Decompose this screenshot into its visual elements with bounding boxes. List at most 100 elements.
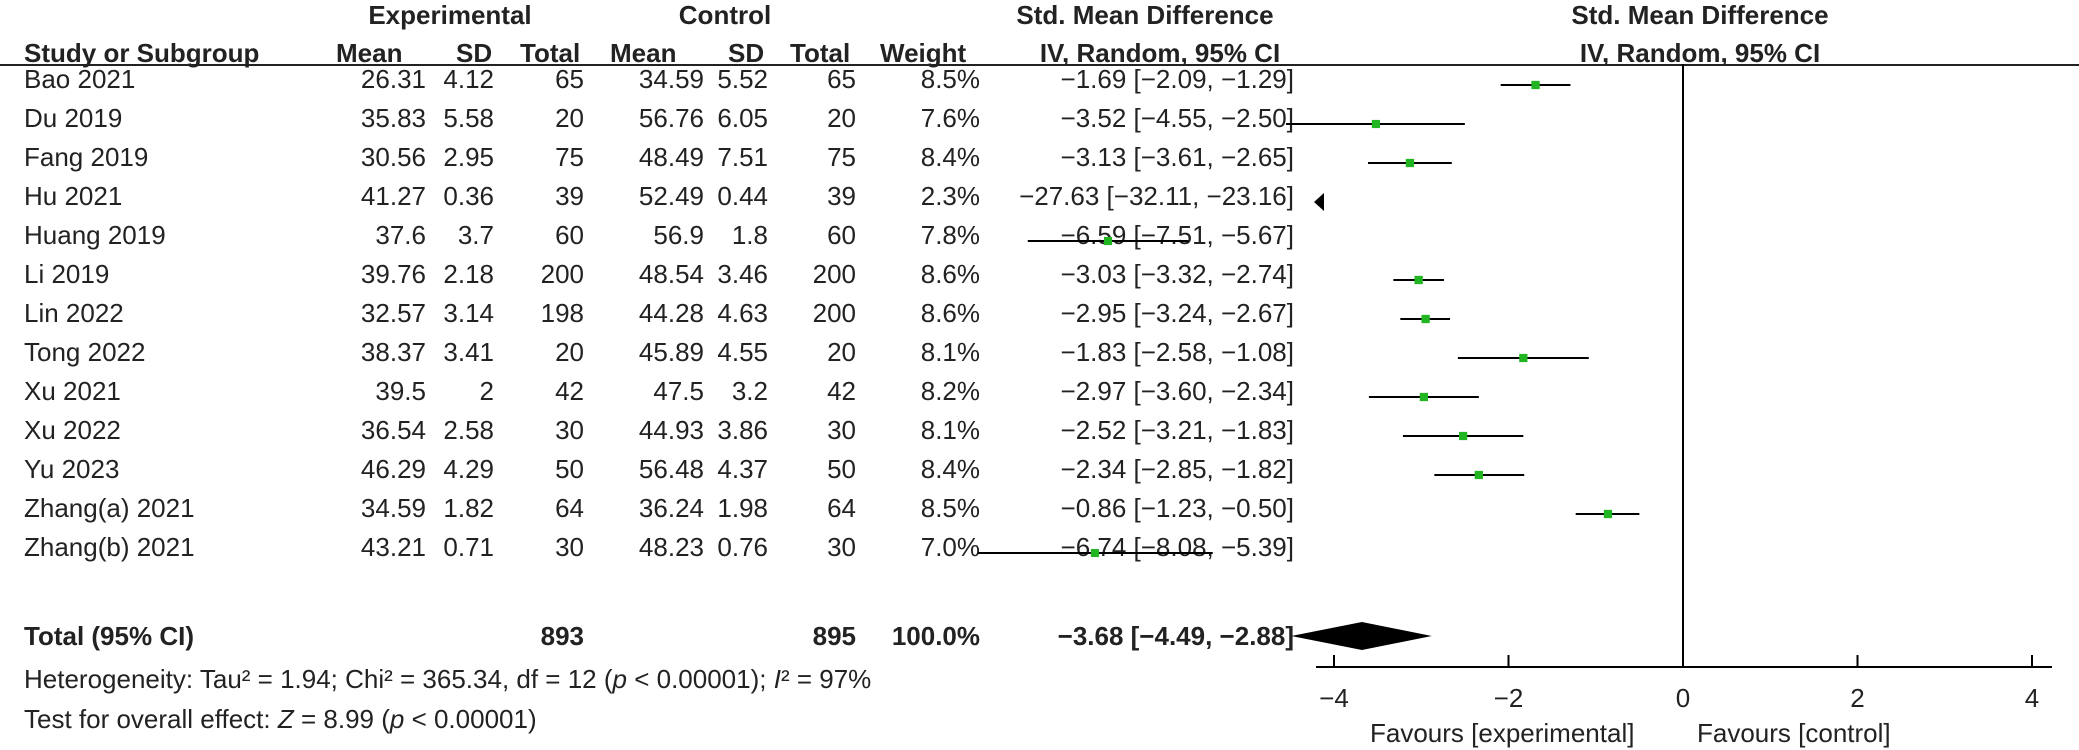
study-name: Zhang(a) 2021: [24, 493, 195, 523]
total-control: 30: [827, 532, 856, 562]
sd-experimental: 2: [479, 376, 494, 406]
total-experimental: 198: [540, 298, 584, 328]
sd-experimental: 3.7: [457, 220, 494, 250]
smd-ci-text: −2.95 [−3.24, −2.67]: [1060, 298, 1294, 328]
sd-experimental: 3.41: [443, 337, 494, 367]
mean-experimental: 34.59: [360, 493, 426, 523]
header-total-control: Total: [790, 38, 851, 68]
header-smd-title-right: Std. Mean Difference: [1571, 0, 1829, 30]
smd-ci-text: −1.69 [−2.09, −1.29]: [1060, 64, 1294, 94]
sd-control: 3.2: [731, 376, 768, 406]
total-control: 30: [827, 415, 856, 445]
mean-control: 56.48: [638, 454, 704, 484]
total-weight: 100.0%: [891, 621, 980, 651]
sd-control: 0.44: [717, 181, 768, 211]
total-control: 200: [812, 298, 856, 328]
sd-control: 5.52: [717, 64, 768, 94]
sd-experimental: 0.36: [443, 181, 494, 211]
effect-marker: [1459, 431, 1468, 441]
header-rule: [0, 64, 2079, 66]
smd-ci-text: −27.63 [−32.11, −23.16]: [1019, 181, 1294, 211]
total-control: 75: [827, 142, 856, 172]
mean-control: 56.76: [638, 103, 704, 133]
total-experimental: 75: [555, 142, 584, 172]
sd-experimental: 0.71: [443, 532, 494, 562]
smd-ci-text: −6.59 [−7.51, −5.67]: [1060, 220, 1294, 250]
sd-control: 1.98: [717, 493, 768, 523]
x-axis-tick-label: −2: [1494, 683, 1524, 713]
mean-control: 48.23: [638, 532, 704, 562]
total-experimental: 39: [555, 181, 584, 211]
total-control-n: 895: [812, 621, 856, 651]
overall-p-var: p: [389, 704, 405, 734]
effect-marker: [1419, 392, 1428, 402]
study-name: Zhang(b) 2021: [24, 532, 195, 562]
mean-experimental: 30.56: [360, 142, 426, 172]
weight: 7.0%: [920, 532, 980, 562]
smd-ci-text: −6.74 [−8.08, −5.39]: [1060, 532, 1294, 562]
sd-control: 7.51: [717, 142, 768, 172]
mean-control: 47.5: [653, 376, 704, 406]
offscale-arrow: [1314, 193, 1324, 211]
weight: 8.5%: [920, 493, 980, 523]
total-experimental: 50: [555, 454, 584, 484]
favours-control-label: Favours [control]: [1697, 718, 1891, 748]
x-axis-tick-label: 2: [1850, 683, 1864, 713]
sd-control: 4.63: [717, 298, 768, 328]
mean-experimental: 35.83: [360, 103, 426, 133]
mean-control: 52.49: [638, 181, 704, 211]
sd-experimental: 5.58: [443, 103, 494, 133]
header-group-experimental: Experimental: [368, 0, 532, 30]
heterogeneity-suffix: ² = 97%: [780, 664, 872, 694]
effect-marker: [1405, 158, 1415, 168]
overall-z-var: Z: [277, 704, 294, 734]
mean-experimental: 43.21: [360, 532, 426, 562]
mean-experimental: 46.29: [360, 454, 426, 484]
total-experimental: 20: [555, 103, 584, 133]
sd-experimental: 1.82: [443, 493, 494, 523]
overall-effect-note: Test for overall effect: Z = 8.99 (p < 0…: [24, 704, 537, 734]
heterogeneity-note: Heterogeneity: Tau² = 1.94; Chi² = 365.3…: [24, 664, 871, 694]
sd-control: 1.8: [731, 220, 768, 250]
x-axis-tick-label: −4: [1319, 683, 1349, 713]
header-smd-title-left: Std. Mean Difference: [1016, 0, 1274, 30]
header-sd-experimental: SD: [456, 38, 493, 68]
sd-experimental: 4.29: [443, 454, 494, 484]
study-name: Hu 2021: [24, 181, 123, 211]
weight: 7.6%: [920, 103, 980, 133]
total-experimental: 42: [555, 376, 584, 406]
effect-marker: [1371, 119, 1380, 129]
study-name: Huang 2019: [24, 220, 166, 250]
total-control: 50: [827, 454, 856, 484]
total-experimental: 30: [555, 532, 584, 562]
total-control: 200: [812, 259, 856, 289]
study-name: Du 2019: [24, 103, 123, 133]
weight: 8.1%: [920, 415, 980, 445]
mean-control: 44.28: [638, 298, 704, 328]
weight: 2.3%: [920, 181, 980, 211]
header-mean-experimental: Mean: [336, 38, 403, 68]
smd-ci-text: −3.03 [−3.32, −2.74]: [1060, 259, 1294, 289]
header-group-control: Control: [678, 0, 772, 30]
sd-control: 6.05: [717, 103, 768, 133]
sd-control: 4.55: [717, 337, 768, 367]
overall-suffix: < 0.00001): [404, 704, 537, 734]
effect-marker: [1421, 314, 1430, 324]
smd-ci-text: −0.86 [−1.23, −0.50]: [1060, 493, 1294, 523]
sd-control: 4.37: [717, 454, 768, 484]
effect-marker: [1414, 275, 1423, 285]
total-experimental: 30: [555, 415, 584, 445]
weight: 8.4%: [920, 454, 980, 484]
sd-experimental: 4.12: [443, 64, 494, 94]
study-name: Fang 2019: [24, 142, 149, 172]
mean-control: 48.49: [638, 142, 704, 172]
mean-experimental: 39.5: [375, 376, 426, 406]
smd-ci-text: −1.83 [−2.58, −1.08]: [1060, 337, 1294, 367]
mean-experimental: 39.76: [360, 259, 426, 289]
study-name: Yu 2023: [24, 454, 120, 484]
study-name: Lin 2022: [24, 298, 124, 328]
total-control: 64: [827, 493, 856, 523]
total-control: 20: [827, 103, 856, 133]
mean-experimental: 32.57: [360, 298, 426, 328]
